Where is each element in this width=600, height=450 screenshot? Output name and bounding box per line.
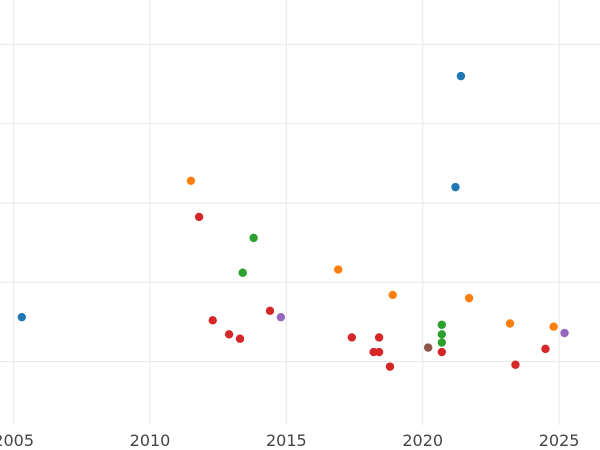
data-point-blue xyxy=(451,182,460,192)
data-point-orange xyxy=(464,293,474,303)
x-tick-label: 2020 xyxy=(402,431,443,450)
data-point-orange xyxy=(505,319,515,328)
data-point-green xyxy=(437,330,447,339)
data-point-orange xyxy=(388,290,397,300)
x-axis-ticks: 2005 2010 2015 2020 2025 xyxy=(0,431,579,450)
data-point-blue xyxy=(456,71,466,81)
data-point-green xyxy=(238,268,247,277)
data-point-red xyxy=(374,347,384,357)
data-point-orange xyxy=(333,265,343,274)
data-point-red xyxy=(224,330,234,339)
data-point-orange xyxy=(549,322,558,331)
x-tick-label: 2015 xyxy=(266,431,307,450)
data-point-blue xyxy=(17,312,27,322)
data-point-green xyxy=(437,320,447,329)
data-point-green xyxy=(437,338,447,347)
data-point-red xyxy=(385,362,395,371)
data-point-red xyxy=(511,360,520,369)
data-point-purple xyxy=(560,328,569,338)
data-point-red xyxy=(194,212,204,222)
data-point-red xyxy=(265,306,275,316)
data-point-red xyxy=(235,334,245,343)
data-point-red xyxy=(208,316,217,325)
data-point-brown xyxy=(423,343,433,352)
data-point-red xyxy=(374,333,384,342)
grid xyxy=(0,0,600,425)
data-point-orange xyxy=(186,176,196,185)
x-tick-label: 2005 xyxy=(0,431,34,450)
data-point-green xyxy=(249,233,258,243)
data-point-red xyxy=(437,347,447,357)
data-point-purple xyxy=(276,312,286,322)
x-tick-label: 2010 xyxy=(130,431,171,450)
x-tick-label: 2025 xyxy=(539,431,580,450)
data-point-red xyxy=(541,344,550,354)
data-points xyxy=(17,71,569,371)
data-point-red xyxy=(347,333,357,342)
